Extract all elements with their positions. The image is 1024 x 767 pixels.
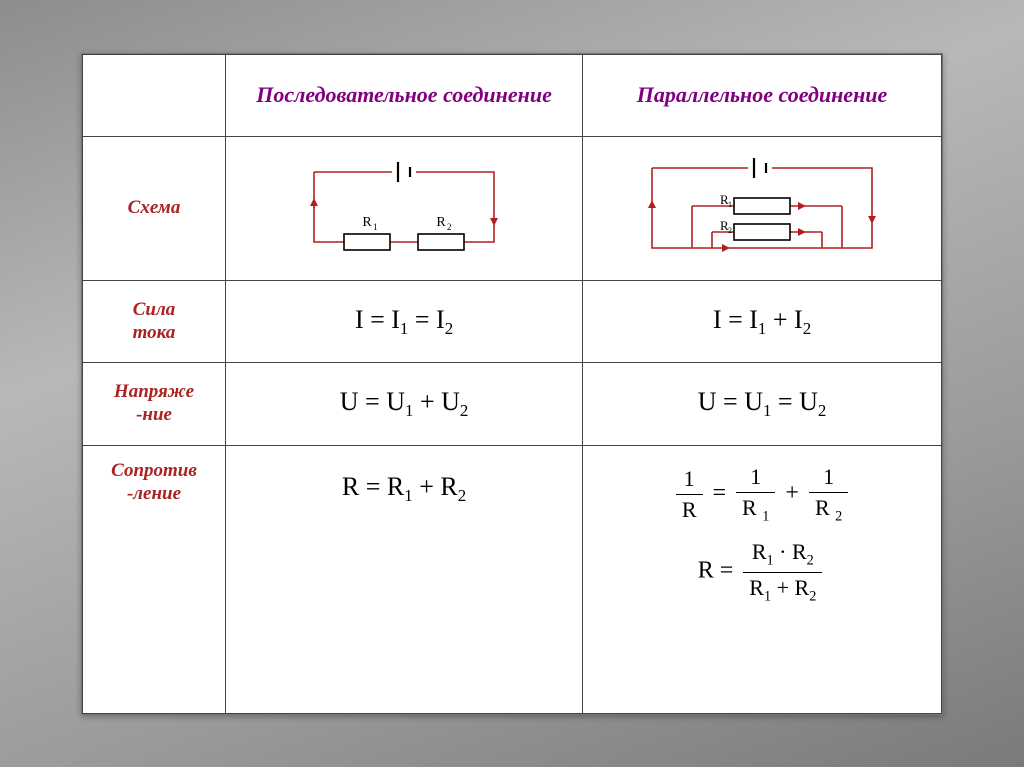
series-resistance-cell: R = R1 + R2 [226,445,583,713]
background: Последовательное соединение Параллельное… [0,0,1024,767]
svg-text:R: R [362,215,372,230]
parallel-voltage-formula: U = U1 = U2 [698,387,827,416]
comparison-table: Последовательное соединение Параллельное… [82,54,942,714]
svg-text:1: 1 [728,200,732,209]
table-panel: Последовательное соединение Параллельное… [81,53,943,715]
row-schema-label: Схема [128,197,181,218]
parallel-current-cell: I = I1 + I2 [583,281,942,363]
parallel-schema-cell: R 1 R 2 [583,136,942,280]
eq-sign: = [713,480,727,506]
parallel-resistance-cell: 1R = 1R 1 + 1R 2 R = R1 · R2 R1 + R2 [583,445,942,713]
parallel-voltage-cell: U = U1 = U2 [583,363,942,445]
parallel-current-formula: I = I1 + I2 [713,305,811,334]
frac-num: 1 [736,464,775,493]
frac-num: 1 [809,464,848,493]
corner-cell [83,54,226,136]
svg-text:2: 2 [447,222,452,232]
series-voltage-cell: U = U1 + U2 [226,363,583,445]
frac-num: R1 · R2 [743,539,822,572]
frac-den: R [676,495,703,523]
col-series-header: Последовательное соединение [226,54,583,136]
svg-text:R: R [436,215,446,230]
frac-num: 1 [676,466,703,495]
parallel-circuit-diagram: R 1 R 2 [622,148,902,268]
parallel-resistance-formula-2: R = R1 · R2 R1 + R2 [698,539,827,605]
row-resistance-l1: Сопротив [111,460,197,481]
series-schema-cell: R 1 R 2 [226,136,583,280]
series-current-formula: I = I1 = I2 [355,305,453,334]
r-equals: R = [698,558,734,584]
row-schema-header: Схема [83,136,226,280]
parallel-resistance-formula-1: 1R = 1R 1 + 1R 2 [672,464,852,525]
row-voltage-header: Напряже -ние [83,363,226,445]
frac-den: R 2 [809,493,848,525]
series-current-cell: I = I1 = I2 [226,281,583,363]
series-circuit-diagram: R 1 R 2 [274,148,534,268]
row-resistance-header: Сопротив -ление [83,445,226,713]
col-series-label: Последовательное соединение [256,82,552,107]
series-resistance-formula: R = R1 + R2 [342,472,466,501]
col-parallel-header: Параллельное соединение [583,54,942,136]
svg-text:1: 1 [373,222,378,232]
col-parallel-label: Параллельное соединение [637,82,888,107]
series-voltage-formula: U = U1 + U2 [340,387,469,416]
row-voltage-l1: Напряже [114,381,194,402]
row-current-l2: тока [133,322,176,343]
row-current-l1: Сила [133,299,176,320]
row-current-header: Сила тока [83,281,226,363]
frac-den: R 1 [736,493,775,525]
frac-den: R1 + R2 [743,573,822,605]
row-voltage-l2: -ние [136,404,172,425]
svg-text:2: 2 [728,226,732,235]
row-resistance-l2: -ление [127,483,181,504]
plus-sign: + [785,480,799,506]
